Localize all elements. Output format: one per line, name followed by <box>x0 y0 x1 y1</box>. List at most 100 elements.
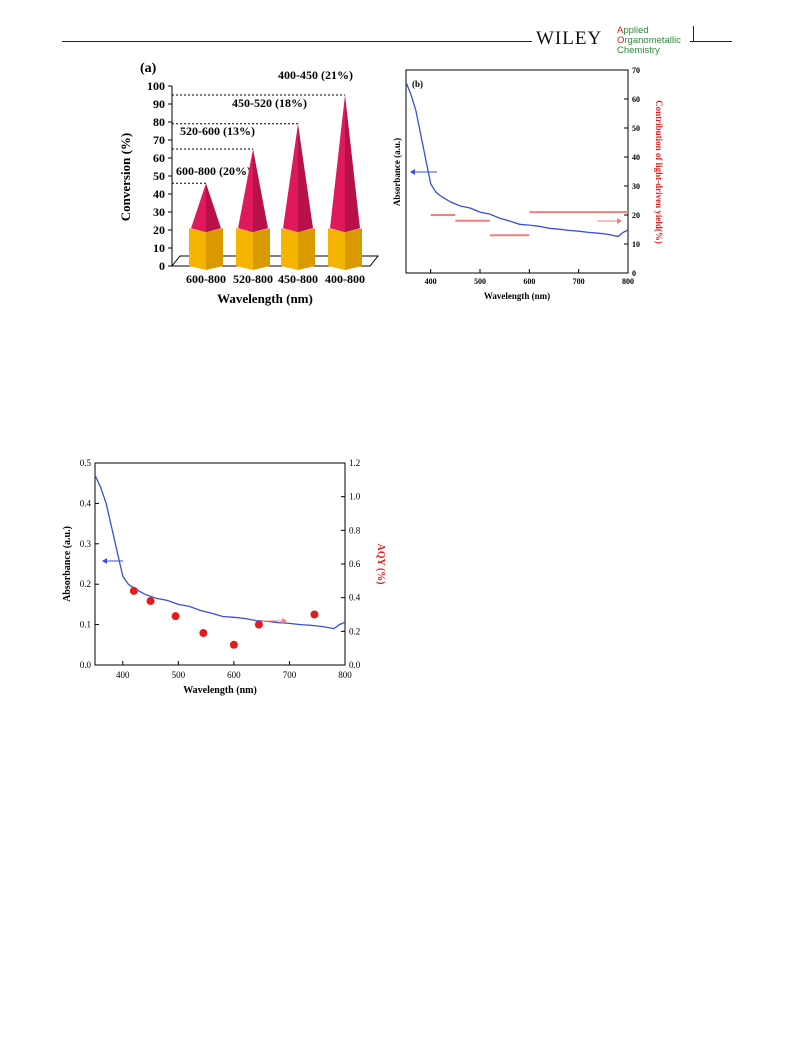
chart-a-bar-base <box>328 228 345 270</box>
chart-a-annotation: 450-520 (18%) <box>232 96 307 110</box>
chart-c-aqy-point <box>146 597 155 606</box>
chart-a-bar-cone <box>298 123 313 233</box>
chart-a-ytick-label: 0 <box>159 259 165 273</box>
chart-b-absorbance-line <box>405 81 629 238</box>
chart-a-ytick-label: 30 <box>153 205 165 219</box>
chart-a-annotation: 520-600 (13%) <box>180 124 255 138</box>
journal-line-2: Organometallic <box>617 35 681 46</box>
chart-c-frame <box>94 462 346 666</box>
chart-b-left-arrow-head <box>410 169 415 175</box>
chart-b-ytick-right-label: 60 <box>632 95 640 104</box>
chart-c-xtick-label: 500 <box>172 670 186 680</box>
chart-c-ytick-right-label: 0.8 <box>349 525 361 535</box>
chart-b-right-arrow-head <box>617 218 622 224</box>
chart-a-bar-base <box>298 228 315 270</box>
chart-c-aqy-point <box>199 629 208 638</box>
chart-c-ytick-left-label: 0.2 <box>80 579 91 589</box>
chart-a-bar-base <box>253 228 270 270</box>
chart-c-ytick-right-label: 1.0 <box>349 492 361 502</box>
chart-a-ytick-label: 70 <box>153 133 165 147</box>
chart-b: (b) Wavelength (nm) Absorbance (a.u.) Co… <box>392 66 664 301</box>
chart-a-bar-base <box>345 228 362 270</box>
chart-a-xtick-label: 520-800 <box>233 272 273 286</box>
chart-b-ytick-right-label: 10 <box>632 240 640 249</box>
publisher-logo: WILEY <box>536 28 603 49</box>
chart-c-ytick-left-label: 0.1 <box>80 620 91 630</box>
chart-a-bar-cone <box>238 149 253 233</box>
chart-c-ylabel-right: AQY (%) <box>375 543 386 584</box>
header-tick <box>693 26 694 41</box>
chart-c-ytick-left-label: 0.3 <box>80 539 92 549</box>
chart-b-frame <box>405 69 629 274</box>
chart-c-aqy-point <box>310 610 319 619</box>
chart-b-ytick-right-label: 20 <box>632 211 640 220</box>
chart-b-ytick-right-label: 70 <box>632 66 640 75</box>
chart-a-bar-base <box>189 228 206 270</box>
chart-a-ytick-label: 20 <box>153 223 165 237</box>
chart-c-aqy-point <box>129 586 138 595</box>
chart-a-bar-cone <box>191 183 206 233</box>
chart-c-xtick-label: 800 <box>338 670 352 680</box>
chart-a-ytick-label: 80 <box>153 115 165 129</box>
chart-c-ytick-right-label: 1.2 <box>349 458 360 468</box>
chart-c-ytick-left-label: 0.0 <box>80 660 92 670</box>
panel-a-label: (a) <box>140 61 157 76</box>
chart-c-aqy-point <box>229 640 238 649</box>
chart-b-ytick-right-label: 40 <box>632 153 640 162</box>
header-rule-left <box>62 41 532 42</box>
chart-a-xtick-label: 450-800 <box>278 272 318 286</box>
chart-a-ytick-label: 60 <box>153 151 165 165</box>
chart-c-ytick-right-label: 0.0 <box>349 660 361 670</box>
chart-a-xtick-label: 600-800 <box>186 272 226 286</box>
chart-b-ylabel-left: Absorbance (a.u.) <box>392 138 402 206</box>
chart-b-ylabel-right: Contribution of light-driven yield(%) <box>654 100 664 244</box>
chart-a-annotation: 400-450 (21%) <box>278 68 353 82</box>
chart-c-ytick-right-label: 0.2 <box>349 626 360 636</box>
chart-a-ytick-label: 50 <box>153 169 165 183</box>
chart-a-bar-base <box>236 228 253 270</box>
chart-c-xtick-label: 400 <box>116 670 130 680</box>
chart-c-right-arrow-head <box>282 618 287 624</box>
chart-a-xlabel: Wavelength (nm) <box>217 291 313 306</box>
panel-b-label: (b) <box>412 79 423 89</box>
chart-a-bar-base <box>281 228 298 270</box>
journal-line-1: Applied <box>617 25 649 36</box>
journal-name: Applied Organometallic Chemistry <box>617 26 681 56</box>
chart-a: (a) Wavelength (nm) Conversion (%) 0 10 20… <box>118 61 380 306</box>
chart-c-left-arrow-head <box>102 558 107 564</box>
chart-c: Wavelength (nm) Absorbance (a.u.) AQY (%… <box>62 458 386 696</box>
chart-b-ytick-right-label: 0 <box>632 269 636 278</box>
chart-c-xtick-label: 600 <box>227 670 241 680</box>
chart-c-xtick-label: 700 <box>283 670 297 680</box>
chart-c-ytick-left-label: 0.5 <box>80 458 92 468</box>
chart-c-xlabel: Wavelength (nm) <box>183 685 257 696</box>
chart-b-ytick-right-label: 30 <box>632 182 640 191</box>
chart-a-bar-cone <box>253 149 268 233</box>
chart-c-ytick-right-label: 0.4 <box>349 593 361 603</box>
journal-line-3: Chemistry <box>617 45 660 56</box>
chart-c-ylabel-left: Absorbance (a.u.) <box>62 526 73 602</box>
chart-b-xtick-label: 800 <box>622 277 634 286</box>
chart-b-ytick-right-label: 50 <box>632 124 640 133</box>
chart-b-xtick-label: 400 <box>425 277 437 286</box>
chart-a-ytick-label: 40 <box>153 187 165 201</box>
chart-a-bar-cone <box>345 95 360 233</box>
chart-c-ytick-right-label: 0.6 <box>349 559 361 569</box>
chart-a-bar-cone <box>283 123 298 233</box>
chart-c-ytick-left-label: 0.4 <box>80 498 92 508</box>
chart-a-ytick-label: 90 <box>153 97 165 111</box>
chart-b-xtick-label: 600 <box>523 277 535 286</box>
chart-b-xlabel: Wavelength (nm) <box>484 291 550 301</box>
chart-a-ytick-label: 10 <box>153 241 165 255</box>
header-rule-right <box>690 41 732 42</box>
chart-c-aqy-point <box>171 612 180 621</box>
chart-b-xtick-label: 500 <box>474 277 486 286</box>
chart-a-ytick-label: 100 <box>147 79 165 93</box>
chart-a-bar-base <box>206 228 223 270</box>
chart-c-absorbance-line <box>94 474 346 630</box>
chart-a-ylabel: Conversion (%) <box>118 133 133 221</box>
chart-a-bar-cone <box>330 95 345 233</box>
chart-a-xtick-label: 400-800 <box>325 272 365 286</box>
chart-b-xtick-label: 700 <box>573 277 585 286</box>
